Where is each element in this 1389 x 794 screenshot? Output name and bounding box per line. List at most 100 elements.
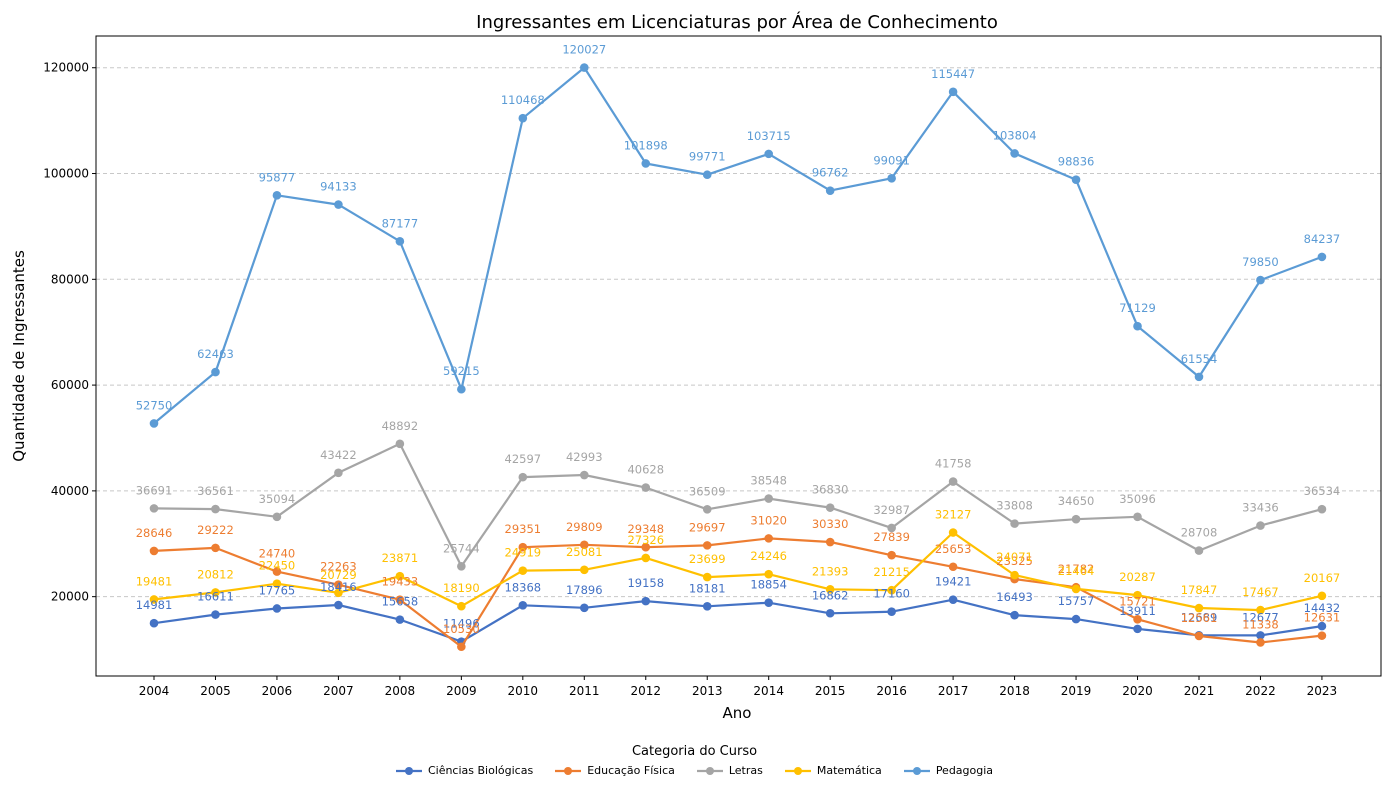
x-tick-label: 2004 [139, 684, 170, 698]
data-point [887, 523, 896, 533]
x-tick-label: 2020 [1122, 684, 1153, 698]
data-point [211, 610, 220, 619]
data-label: 32987 [873, 503, 910, 517]
x-tick-label: 2006 [262, 684, 293, 698]
data-point [825, 584, 835, 594]
data-point [1133, 624, 1142, 634]
data-point [1317, 621, 1327, 631]
x-tick-label: 2019 [1061, 684, 1092, 698]
data-label: 103715 [747, 129, 791, 143]
data-label: 24246 [750, 549, 787, 563]
data-point [1133, 512, 1142, 522]
data-label: 35096 [1119, 492, 1156, 506]
data-point [1010, 610, 1019, 620]
data-label: 17896 [566, 583, 603, 597]
data-label: 16862 [812, 588, 849, 602]
data-point [1256, 605, 1265, 615]
x-tick-label: 2011 [569, 684, 600, 698]
data-label: 38548 [750, 474, 787, 488]
data-point [1010, 519, 1019, 528]
data-label: 25081 [566, 545, 603, 559]
data-label: 71129 [1119, 301, 1156, 315]
y-tick-label: 40000 [51, 484, 89, 498]
data-point [1317, 631, 1327, 640]
data-point [211, 588, 220, 597]
data-point [395, 571, 405, 581]
data-point [825, 608, 835, 618]
data-point [1071, 514, 1081, 524]
data-label: 33436 [1242, 501, 1279, 515]
data-point [272, 567, 282, 576]
data-point [272, 579, 282, 589]
legend-item: Ciências Biológicas [395, 764, 533, 777]
data-label: 19433 [382, 575, 419, 589]
data-point [211, 504, 220, 514]
data-label: 79850 [1242, 255, 1279, 269]
data-point [1317, 252, 1327, 262]
data-label: 20287 [1119, 570, 1156, 584]
data-point [1194, 603, 1204, 613]
legend-item: Educação Física [555, 764, 675, 777]
data-label: 17765 [259, 583, 296, 597]
data-point [457, 601, 466, 611]
legend-line-marker-icon [784, 766, 811, 775]
x-axis-label: Ano [723, 704, 752, 722]
data-point [395, 439, 405, 449]
data-point [887, 550, 896, 560]
y-axis-label: Quantidade de Ingressantes [10, 250, 28, 462]
data-point [579, 603, 589, 613]
data-point [702, 170, 712, 180]
data-point [334, 600, 343, 610]
data-label: 36561 [197, 484, 234, 498]
data-point [948, 562, 958, 572]
data-point [825, 503, 835, 512]
data-label: 29348 [627, 522, 664, 536]
data-point [1071, 614, 1081, 624]
data-label: 29351 [505, 522, 542, 536]
data-point [149, 419, 159, 428]
data-point [702, 505, 712, 514]
data-point [1194, 631, 1204, 641]
data-point [518, 566, 528, 575]
data-label: 23325 [996, 554, 1033, 568]
x-tick-label: 2016 [876, 684, 907, 698]
data-point [1071, 175, 1081, 184]
data-label: 15721 [1119, 594, 1156, 608]
data-label: 16611 [197, 590, 234, 604]
data-label: 36830 [812, 483, 849, 497]
data-point [149, 546, 159, 556]
data-point [887, 585, 896, 595]
data-label: 11496 [443, 617, 480, 631]
data-point [334, 468, 343, 478]
data-label: 29222 [197, 523, 234, 537]
data-label: 12677 [1242, 610, 1279, 624]
series-line [153, 531, 1323, 612]
data-label: 23699 [689, 552, 726, 566]
data-point [1256, 638, 1265, 647]
data-label: 40628 [627, 463, 664, 477]
data-point [1317, 504, 1327, 514]
x-tick-label: 2015 [815, 684, 846, 698]
series-line [153, 442, 1323, 568]
data-point [641, 596, 651, 606]
data-point [764, 569, 773, 579]
data-point [395, 595, 405, 604]
data-point [1071, 584, 1081, 594]
data-label: 10530 [443, 622, 480, 636]
data-point [457, 642, 466, 652]
data-label: 99771 [689, 150, 726, 164]
data-label: 20812 [197, 567, 234, 581]
data-point [334, 580, 343, 589]
data-label: 11338 [1242, 617, 1279, 631]
data-label: 18368 [505, 580, 542, 594]
data-label: 41758 [935, 457, 972, 471]
data-point [702, 601, 712, 611]
series-line [153, 537, 1323, 648]
data-point [764, 598, 773, 608]
legend-items: Ciências Biológicas Educação Física Letras… [0, 764, 1389, 777]
data-point [579, 540, 589, 550]
data-label: 25744 [443, 541, 480, 555]
data-label: 115447 [931, 67, 975, 81]
data-label: 12631 [1304, 611, 1341, 625]
data-point [1010, 149, 1019, 158]
